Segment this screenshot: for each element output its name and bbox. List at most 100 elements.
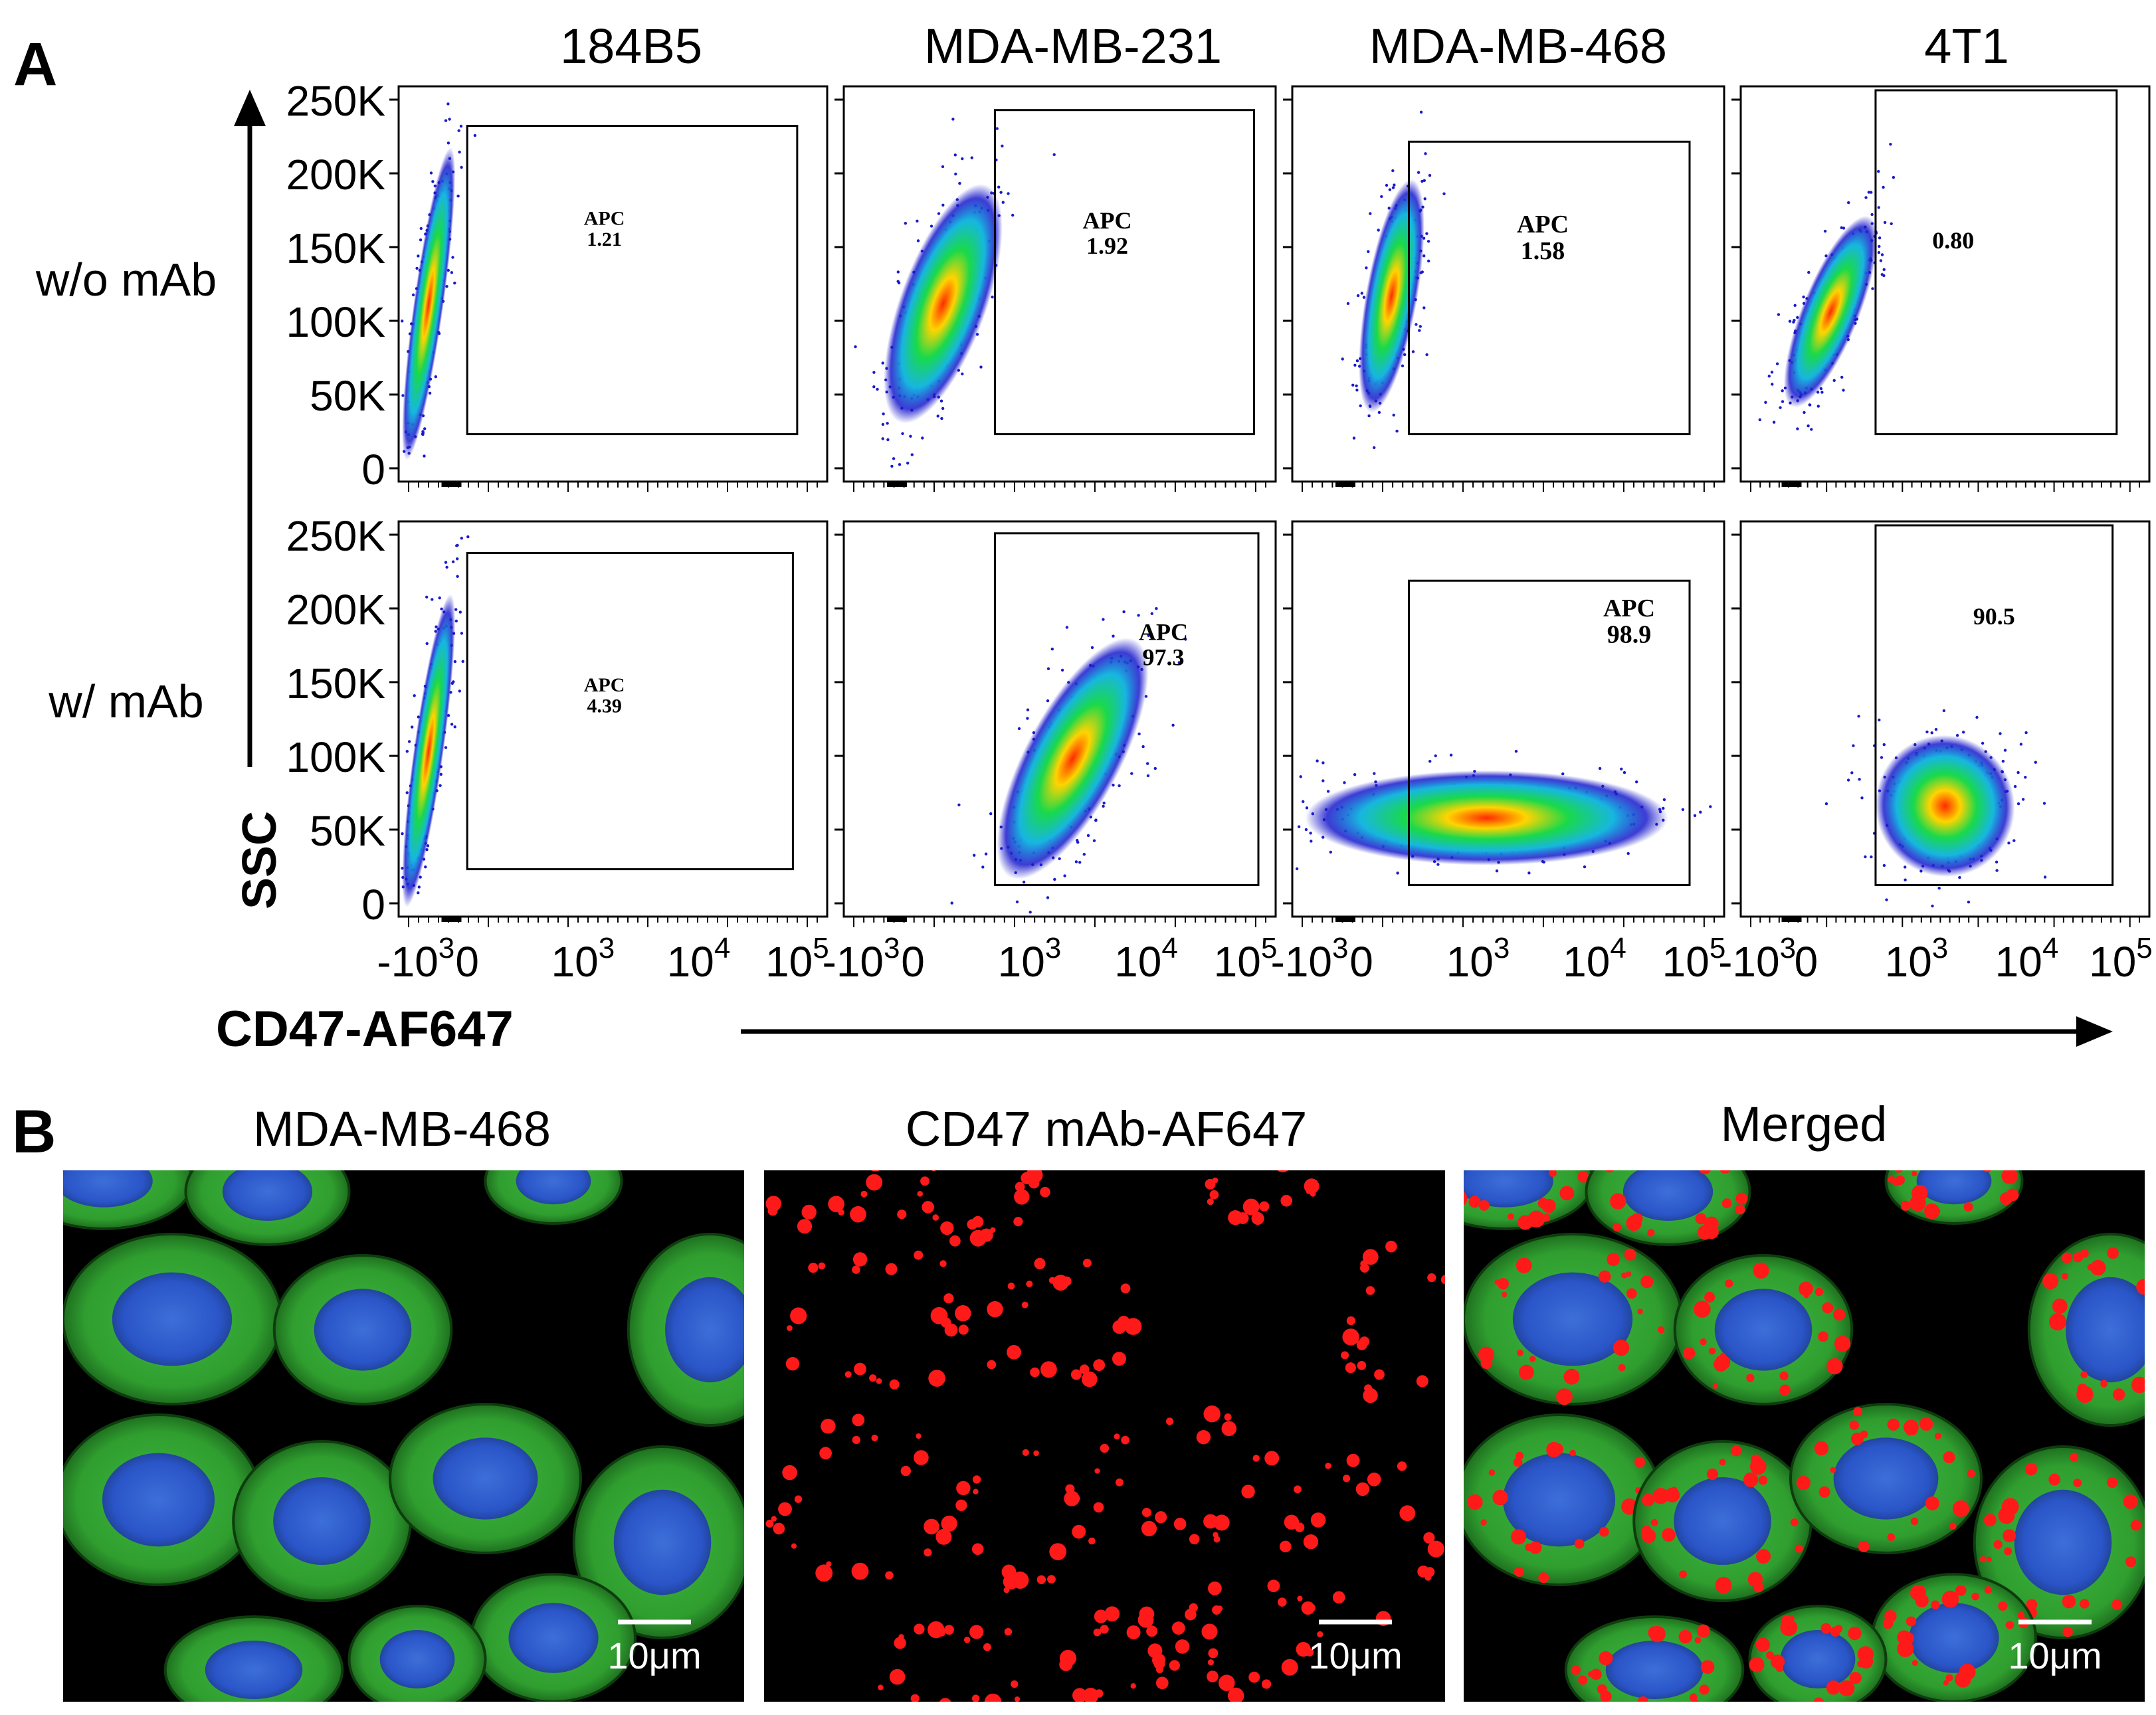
cd47-puncta [2112, 1388, 2125, 1401]
cd47-puncta [1281, 1659, 1298, 1676]
cd47-puncta [2005, 1621, 2014, 1629]
cd47-puncta [1779, 1384, 1791, 1396]
cd47-puncta [1185, 1608, 1197, 1621]
cd47-puncta [1015, 1696, 1021, 1702]
cd47-puncta [1682, 1347, 1696, 1360]
cd47-puncta [1040, 1186, 1050, 1198]
cd47-puncta [1746, 1374, 1755, 1382]
plot-frame [397, 85, 829, 483]
cd47-puncta [1343, 1475, 1351, 1483]
zero-marker [1781, 482, 1802, 487]
zero-marker [441, 917, 462, 922]
cd47-puncta [1427, 1540, 1444, 1558]
cd47-puncta [749, 1204, 759, 1214]
x-tick-label: 103 [998, 932, 1062, 986]
cd47-puncta [1367, 1473, 1381, 1487]
cd47-puncta [1508, 1213, 1514, 1220]
cd47-puncta [1036, 1575, 1046, 1584]
cd47-puncta [910, 1694, 920, 1702]
cd47-puncta [1599, 1270, 1611, 1283]
cd47-puncta [832, 1153, 842, 1163]
cd47-puncta [1317, 1631, 1323, 1638]
cd47-puncta [1208, 1581, 1222, 1595]
cd47-puncta [1297, 1595, 1303, 1601]
cd47-puncta [2130, 1520, 2141, 1531]
cd47-puncta [2001, 1498, 2019, 1516]
cd47-puncta [1755, 1637, 1770, 1652]
cd47-puncta [794, 1495, 803, 1503]
y-axis-label: SSC [233, 811, 286, 909]
cd47-puncta [1278, 1597, 1287, 1607]
cd47-puncta [1173, 1518, 1187, 1530]
cd47-puncta [801, 1204, 817, 1220]
y-tick-label: 0 [361, 446, 385, 494]
cd47-puncta [1998, 1601, 2008, 1611]
cell-nucleus [1674, 1477, 1771, 1565]
cd47-puncta [1362, 1249, 1379, 1265]
cd47-puncta [943, 1293, 954, 1304]
cd47-puncta [1332, 1591, 1345, 1604]
cd47-puncta [2151, 1261, 2156, 1267]
scale-bar-label: 10μm [607, 1635, 701, 1676]
micrographs: 10μm 10μm 10μm [63, 1147, 2156, 1702]
cd47-puncta [1538, 1572, 1549, 1583]
cd47-puncta [778, 1502, 792, 1516]
cd47-puncta [1100, 1443, 1110, 1453]
x-tick-label: 105 [1662, 932, 1726, 986]
cd47-puncta [914, 1623, 925, 1635]
density-blob [1305, 770, 1668, 865]
cd47-puncta [1325, 1463, 1331, 1469]
cd47-puncta [987, 1301, 1003, 1318]
cd47-puncta [1126, 1625, 1141, 1640]
cd47-puncta [2062, 1252, 2073, 1263]
cd47-puncta [932, 1214, 939, 1221]
x-tick-label: -103 [377, 932, 454, 986]
x-tick-label: 103 [1885, 932, 1949, 986]
cd47-puncta [1074, 1495, 1080, 1502]
cd47-puncta [1207, 1198, 1214, 1206]
cd47-puncta [1934, 1432, 1941, 1439]
cd47-puncta [1849, 1672, 1862, 1684]
cd47-puncta [1341, 1351, 1349, 1360]
cd47-puncta [1219, 1674, 1235, 1691]
cell-nucleus [1909, 1603, 1999, 1673]
cd47-puncta [1790, 1518, 1799, 1526]
cell-nucleus [63, 1170, 153, 1208]
cd47-puncta [851, 1562, 869, 1580]
cd47-puncta [1267, 1580, 1280, 1593]
cd47-puncta [2125, 1556, 2137, 1568]
cd47-puncta [860, 1190, 868, 1198]
flow-plot: 90.5 [1731, 520, 2151, 927]
cd47-puncta [1577, 1171, 1589, 1183]
cd47-puncta [940, 1221, 954, 1235]
gate-value: 1.92 [1086, 232, 1128, 259]
cd47-puncta [1621, 1272, 1628, 1279]
cd47-puncta [1082, 1688, 1099, 1702]
cd47-puncta [1696, 1147, 1708, 1160]
cd47-puncta [1397, 1461, 1407, 1471]
gate-value: 97.3 [1143, 644, 1185, 670]
plot-frame [1739, 85, 2151, 483]
x-tick-label: -103 [823, 932, 900, 986]
zero-marker [887, 482, 907, 487]
cd47-puncta [2131, 1376, 2145, 1394]
cd47-puncta [1497, 1278, 1509, 1290]
cell-nucleus [314, 1289, 412, 1371]
image-title: CD47 mAb-AF647 [906, 1101, 1308, 1156]
cd47-puncta [876, 1378, 882, 1384]
cd47-puncta [1385, 1240, 1397, 1253]
cd47-puncta [1189, 1534, 1200, 1545]
cd47-puncta [1279, 1540, 1292, 1553]
cell-nucleus [665, 1277, 744, 1383]
cd47-puncta [2004, 1547, 2012, 1556]
cd47-puncta [1065, 1484, 1075, 1494]
cd47-puncta [782, 1465, 797, 1481]
cd47-puncta [1945, 1674, 1953, 1682]
y-tick-label: 150K [286, 660, 385, 707]
x-tick-labels: -103 0 103 104 105-103 0 103 104 105-103 0 103 104 1… [377, 932, 2152, 986]
cd47-puncta [1303, 1534, 1319, 1550]
cd47-puncta [924, 1548, 932, 1557]
y-tick-label: 200K [286, 586, 385, 634]
cd47-puncta [828, 1196, 844, 1212]
